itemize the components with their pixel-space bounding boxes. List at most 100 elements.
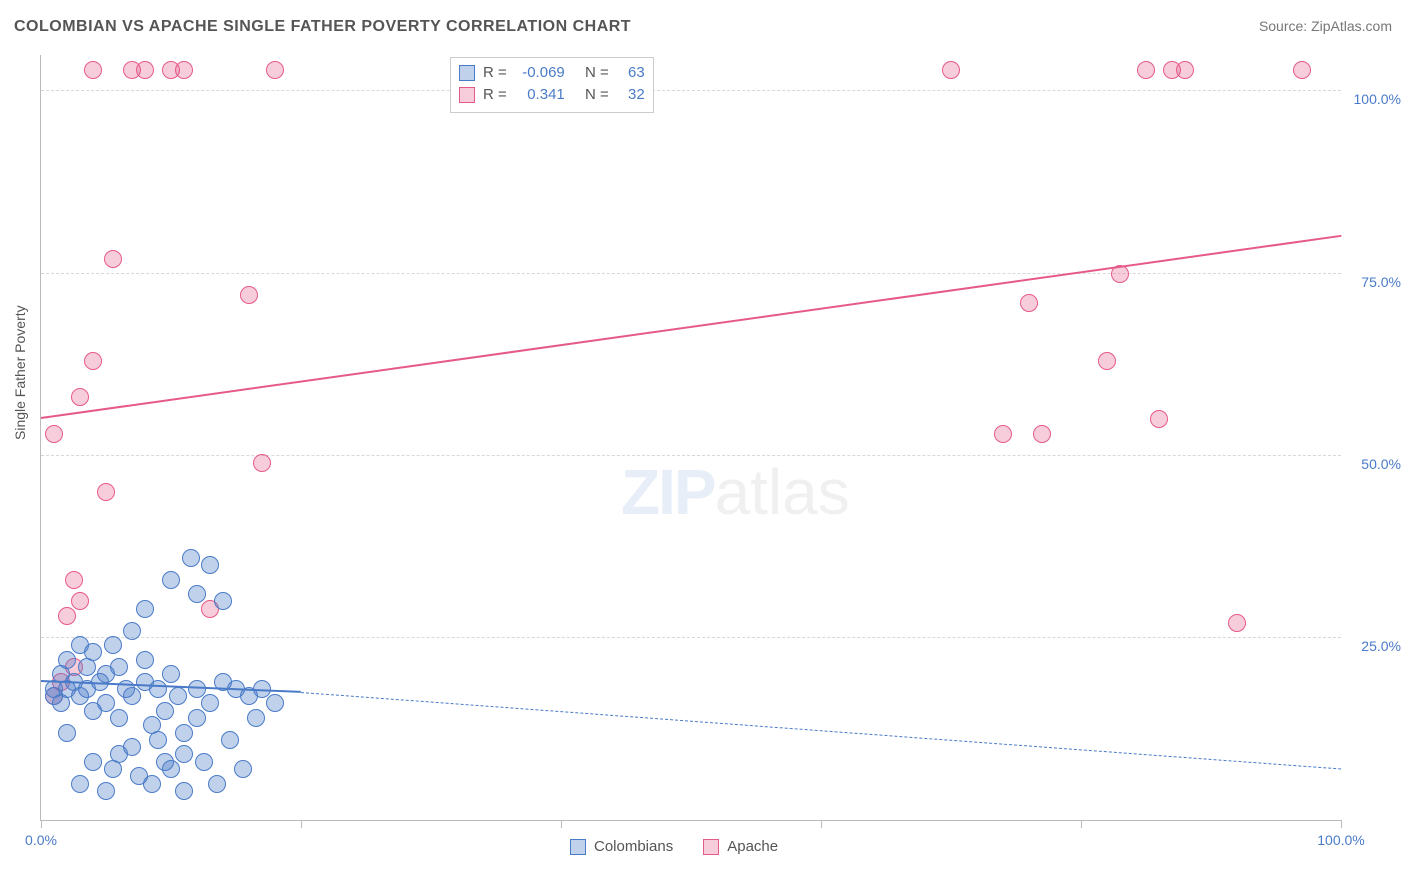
data-point-colombians	[201, 556, 219, 574]
r-value-a: -0.069	[515, 62, 565, 84]
data-point-colombians	[208, 775, 226, 793]
data-point-colombians	[175, 745, 193, 763]
data-point-colombians	[143, 775, 161, 793]
data-point-apache	[1020, 294, 1038, 312]
x-tick	[561, 820, 562, 828]
watermark-atlas: atlas	[715, 456, 850, 528]
data-point-apache	[84, 61, 102, 79]
r-label-a: R =	[483, 62, 507, 84]
data-point-apache	[1176, 61, 1194, 79]
n-value-a: 63	[617, 62, 645, 84]
n-value-b: 32	[617, 84, 645, 106]
data-point-colombians	[188, 585, 206, 603]
data-point-colombians	[136, 600, 154, 618]
data-point-colombians	[136, 651, 154, 669]
data-point-colombians	[110, 709, 128, 727]
x-tick-label: 0.0%	[25, 832, 57, 848]
data-point-apache	[104, 250, 122, 268]
grid-line	[41, 273, 1341, 274]
data-point-colombians	[84, 753, 102, 771]
data-point-colombians	[195, 753, 213, 771]
data-point-colombians	[71, 775, 89, 793]
data-point-colombians	[123, 738, 141, 756]
legend-swatch-colombians	[570, 839, 586, 855]
grid-line	[41, 455, 1341, 456]
grid-line	[41, 90, 1341, 91]
data-point-colombians	[175, 782, 193, 800]
data-point-apache	[58, 607, 76, 625]
regression-line	[301, 692, 1341, 769]
watermark: ZIPatlas	[621, 455, 850, 529]
data-point-apache	[253, 454, 271, 472]
r-label-b: R =	[483, 84, 507, 106]
chart-title: COLOMBIAN VS APACHE SINGLE FATHER POVERT…	[14, 18, 631, 36]
data-point-apache	[65, 571, 83, 589]
y-tick-label: 25.0%	[1346, 638, 1401, 654]
data-point-colombians	[58, 724, 76, 742]
data-point-apache	[136, 61, 154, 79]
data-point-colombians	[214, 592, 232, 610]
data-point-apache	[1137, 61, 1155, 79]
data-point-colombians	[84, 643, 102, 661]
x-tick	[41, 820, 42, 828]
legend-item-apache: Apache	[703, 838, 778, 855]
data-point-apache	[1293, 61, 1311, 79]
stats-row-a: R = -0.069 N = 63	[459, 62, 645, 84]
data-point-colombians	[149, 731, 167, 749]
data-point-apache	[266, 61, 284, 79]
x-tick	[1341, 820, 1342, 828]
data-point-apache	[1033, 425, 1051, 443]
r-value-b: 0.341	[515, 84, 565, 106]
data-point-colombians	[175, 724, 193, 742]
n-label-b: N =	[585, 84, 609, 106]
data-point-colombians	[97, 694, 115, 712]
y-tick-label: 50.0%	[1346, 456, 1401, 472]
chart-source: Source: ZipAtlas.com	[1259, 18, 1392, 34]
source-label: Source:	[1259, 18, 1311, 34]
data-point-colombians	[162, 760, 180, 778]
legend-item-colombians: Colombians	[570, 838, 673, 855]
data-point-colombians	[162, 665, 180, 683]
stats-row-b: R = 0.341 N = 32	[459, 84, 645, 106]
data-point-colombians	[201, 694, 219, 712]
data-point-apache	[1150, 410, 1168, 428]
x-tick	[301, 820, 302, 828]
regression-line	[41, 235, 1341, 419]
grid-line	[41, 637, 1341, 638]
data-point-colombians	[156, 702, 174, 720]
data-point-apache	[1228, 614, 1246, 632]
data-point-apache	[84, 352, 102, 370]
n-label-a: N =	[585, 62, 609, 84]
swatch-colombians	[459, 65, 475, 81]
chart-plot-area: ZIPatlas 25.0%50.0%75.0%100.0%0.0%100.0%	[40, 55, 1341, 821]
data-point-colombians	[169, 687, 187, 705]
legend-label-apache: Apache	[727, 838, 778, 855]
legend-swatch-apache	[703, 839, 719, 855]
data-point-colombians	[221, 731, 239, 749]
data-point-apache	[240, 286, 258, 304]
data-point-apache	[71, 388, 89, 406]
bottom-legend: Colombians Apache	[570, 838, 778, 855]
source-name: ZipAtlas.com	[1311, 18, 1392, 34]
stats-legend: R = -0.069 N = 63 R = 0.341 N = 32	[450, 57, 654, 113]
data-point-colombians	[97, 782, 115, 800]
data-point-colombians	[149, 680, 167, 698]
data-point-colombians	[110, 658, 128, 676]
data-point-colombians	[162, 571, 180, 589]
data-point-colombians	[58, 651, 76, 669]
y-tick-label: 75.0%	[1346, 274, 1401, 290]
data-point-apache	[1098, 352, 1116, 370]
data-point-colombians	[247, 709, 265, 727]
x-tick-label: 100.0%	[1317, 832, 1364, 848]
chart-header: COLOMBIAN VS APACHE SINGLE FATHER POVERT…	[14, 18, 1392, 36]
y-tick-label: 100.0%	[1346, 91, 1401, 107]
swatch-apache	[459, 87, 475, 103]
data-point-apache	[45, 425, 63, 443]
data-point-colombians	[123, 687, 141, 705]
watermark-zip: ZIP	[621, 456, 715, 528]
data-point-apache	[994, 425, 1012, 443]
data-point-colombians	[104, 636, 122, 654]
data-point-colombians	[266, 694, 284, 712]
data-point-apache	[175, 61, 193, 79]
data-point-colombians	[234, 760, 252, 778]
